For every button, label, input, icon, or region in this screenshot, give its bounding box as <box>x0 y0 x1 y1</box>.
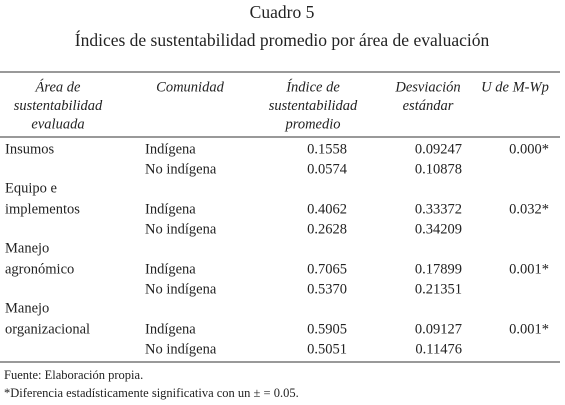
std-value: 0.34209 <box>415 221 462 237</box>
std-value: 0.09247 <box>415 141 462 157</box>
std-value: 0.11476 <box>415 341 462 357</box>
u-value: 0.032* <box>509 201 549 217</box>
footnote: *Diferencia estadísticamente significati… <box>4 386 299 400</box>
area-label: implementos <box>5 201 80 217</box>
column-header: evaluada <box>31 116 84 132</box>
index-value: 0.7065 <box>307 261 347 277</box>
u-value: 0.001* <box>509 261 549 277</box>
index-value: 0.1558 <box>307 141 347 157</box>
std-value: 0.10878 <box>415 161 462 177</box>
community: No indígena <box>145 341 217 357</box>
column-header: Área de <box>35 78 82 95</box>
table-subtitle: Índices de sustentabilidad promedio por … <box>75 30 490 50</box>
column-header: promedio <box>284 116 340 132</box>
index-value: 0.5905 <box>307 321 347 337</box>
column-header: Desviación <box>394 79 460 95</box>
column-header: estándar <box>403 98 454 114</box>
column-header: Índice de <box>285 78 340 95</box>
index-value: 0.5051 <box>307 341 347 357</box>
u-value: 0.000* <box>509 141 549 157</box>
area-label: Manejo <box>5 300 49 316</box>
footnote: Fuente: Elaboración propia. <box>4 368 143 382</box>
community: No indígena <box>145 221 217 237</box>
area-label: organizacional <box>5 321 90 337</box>
std-value: 0.17899 <box>415 261 462 277</box>
area-label: Manejo <box>5 240 49 256</box>
index-value: 0.4062 <box>307 201 347 217</box>
community: No indígena <box>145 281 217 297</box>
table-title: Cuadro 5 <box>250 2 315 22</box>
std-value: 0.09127 <box>415 321 462 337</box>
area-label: Equipo e <box>5 180 57 196</box>
u-value: 0.001* <box>509 321 549 337</box>
column-header: sustentabilidad <box>269 98 358 114</box>
area-label: Insumos <box>5 141 55 157</box>
index-value: 0.5370 <box>307 281 347 297</box>
community: Indígena <box>145 141 196 157</box>
index-value: 0.0574 <box>307 161 348 177</box>
community: Indígena <box>145 261 196 277</box>
std-value: 0.21351 <box>415 281 462 297</box>
index-value: 0.2628 <box>307 221 347 237</box>
column-header: U de M-Wp <box>481 79 549 95</box>
community: Indígena <box>145 201 196 217</box>
column-header: sustentabilidad <box>14 98 103 114</box>
std-value: 0.33372 <box>415 201 462 217</box>
area-label: agronómico <box>5 261 74 277</box>
community: Indígena <box>145 321 196 337</box>
column-header: Comunidad <box>156 79 224 95</box>
community: No indígena <box>145 161 217 177</box>
